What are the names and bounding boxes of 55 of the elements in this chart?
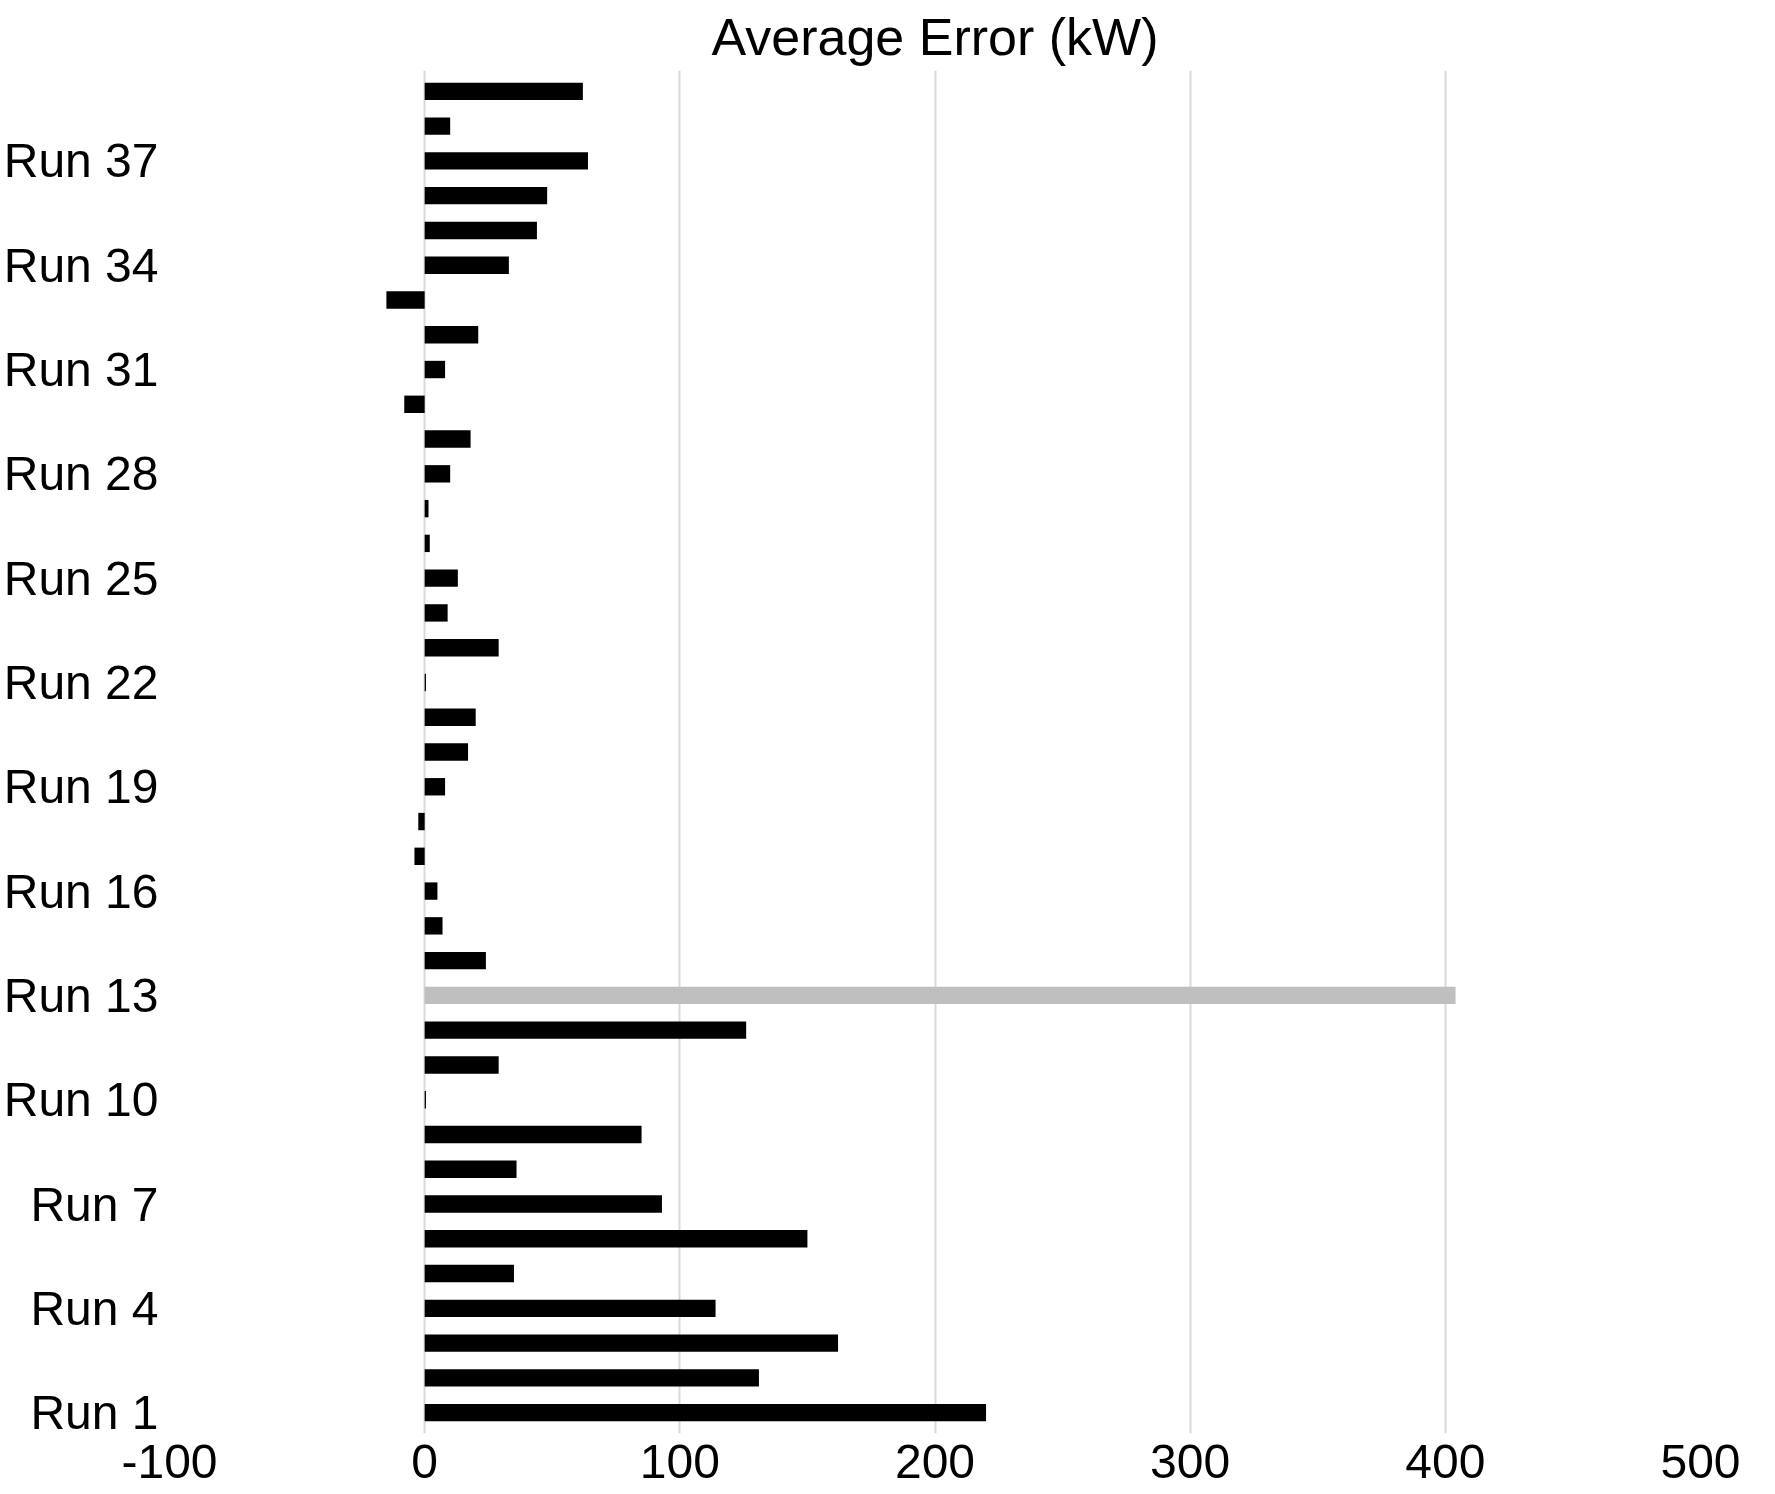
x-tick-label: 400 xyxy=(1405,1434,1486,1488)
bar xyxy=(424,1369,759,1387)
bar xyxy=(424,256,509,274)
bar xyxy=(424,1021,747,1039)
y-tick-label: Run 4 xyxy=(30,1281,159,1335)
bar xyxy=(424,465,451,483)
x-tick-label: 500 xyxy=(1660,1434,1741,1488)
bar xyxy=(424,1125,642,1144)
bar xyxy=(424,534,430,553)
y-tick-label: Run 10 xyxy=(3,1073,159,1127)
y-tick-label: Run 25 xyxy=(3,551,159,605)
bar xyxy=(424,117,451,135)
bar xyxy=(424,1264,514,1283)
bar xyxy=(424,986,1456,1005)
x-tick-label: 200 xyxy=(894,1434,976,1488)
bar xyxy=(424,743,469,761)
bar xyxy=(424,1195,662,1213)
y-tick-label: Run 22 xyxy=(3,655,159,709)
bar xyxy=(424,917,443,935)
bar xyxy=(424,326,479,344)
bar xyxy=(424,1160,517,1178)
x-tick-label: 0 xyxy=(411,1434,439,1488)
bar xyxy=(424,430,471,448)
y-tick-label: Run 13 xyxy=(3,968,159,1022)
bar xyxy=(424,1403,987,1422)
chart-title: Average Error (kW) xyxy=(711,7,1159,66)
bar xyxy=(424,221,537,240)
bar xyxy=(424,186,548,205)
bar xyxy=(424,82,583,101)
y-tick-label: Run 31 xyxy=(3,343,159,397)
bar xyxy=(424,1056,499,1074)
bar xyxy=(404,395,425,413)
y-tick-label: Run 34 xyxy=(3,238,159,292)
bar xyxy=(424,951,486,970)
bar xyxy=(386,291,425,309)
bar xyxy=(424,360,446,379)
bar xyxy=(424,639,499,657)
y-tick-label: Run 28 xyxy=(3,447,159,501)
bar xyxy=(424,882,438,900)
bar xyxy=(424,604,448,622)
y-tick-label: Run 7 xyxy=(30,1177,159,1231)
bar xyxy=(424,708,476,726)
bar xyxy=(424,1334,839,1352)
bar xyxy=(424,152,588,170)
x-tick-label: 100 xyxy=(639,1434,720,1488)
y-tick-label: Run 19 xyxy=(3,760,159,814)
y-tick-label: Run 37 xyxy=(3,134,159,188)
bar xyxy=(424,569,458,587)
bar xyxy=(418,812,425,831)
bar xyxy=(414,847,425,865)
y-tick-label: Run 16 xyxy=(3,864,159,918)
bar xyxy=(424,1299,716,1318)
bar xyxy=(424,778,446,796)
bar xyxy=(424,1230,808,1248)
x-tick-label: 300 xyxy=(1150,1434,1231,1488)
